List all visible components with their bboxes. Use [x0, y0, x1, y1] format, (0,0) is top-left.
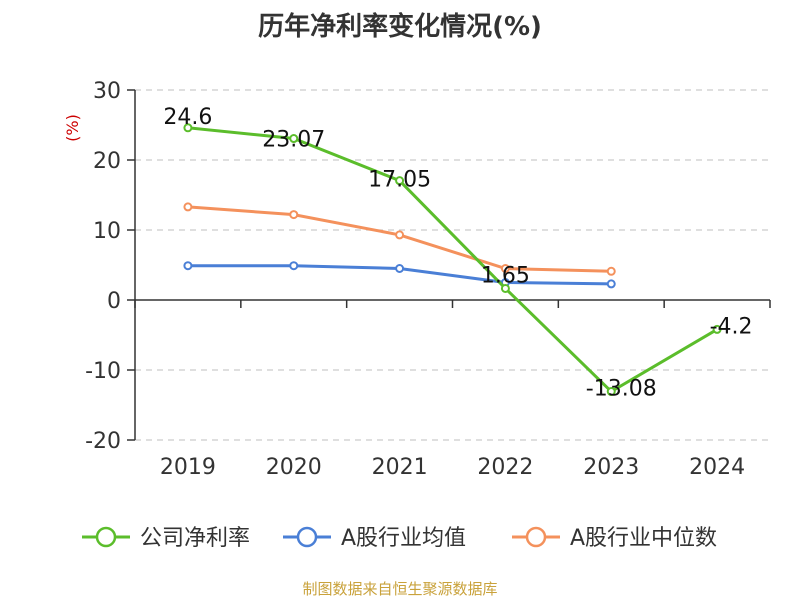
- data-point: [606, 279, 616, 289]
- axes: 30 20 10 0 -10 -20 (%) 2019 2020 2021 2022 2023 2024: [63, 79, 771, 480]
- y-tick-label: 0: [107, 289, 121, 314]
- chart-title: 历年净利率变化情况(%): [258, 12, 542, 42]
- series-line-0: [187, 126, 718, 394]
- y-tick-label: -20: [85, 429, 121, 454]
- data-point: [289, 261, 299, 271]
- legend-marker: [525, 526, 547, 548]
- data-point: [183, 261, 193, 271]
- legend-label: 公司净利率: [140, 526, 250, 551]
- data-point: [183, 123, 193, 133]
- data-point: [395, 264, 405, 273]
- data-point: [289, 210, 299, 220]
- x-tick-label: 2019: [160, 455, 216, 480]
- source-note: 制图数据来自恒生聚源数据库: [302, 580, 498, 598]
- data-point: [289, 134, 299, 144]
- data-label: 1.65: [481, 263, 530, 288]
- y-tick-label: -10: [85, 359, 121, 384]
- x-tick-label: 2021: [372, 455, 428, 480]
- legend-label: A股行业均值: [341, 526, 466, 551]
- data-label: -4.2: [710, 314, 753, 339]
- data-label: 17.05: [368, 168, 431, 193]
- legend-marker: [95, 526, 117, 548]
- legend-label: A股行业中位数: [570, 526, 717, 551]
- data-label: 23.07: [262, 128, 325, 153]
- y-tick-label: 30: [93, 79, 121, 104]
- data-labels: 24.6 23.07 17.05 1.65 -13.08 -4.2: [163, 105, 752, 402]
- data-point: [395, 230, 405, 240]
- x-tick-label: 2023: [583, 455, 639, 480]
- data-point: [500, 283, 510, 293]
- data-point: [183, 202, 193, 212]
- legend-marker: [296, 526, 318, 548]
- data-point: [606, 266, 616, 276]
- data-point: [500, 264, 510, 273]
- x-tick-label: 2022: [477, 455, 533, 480]
- data-label: -13.08: [586, 377, 657, 402]
- series-lines: [183, 123, 722, 397]
- data-point: [606, 387, 616, 397]
- grid-lines: [135, 89, 770, 441]
- x-tick-label: 2020: [266, 455, 322, 480]
- x-tick-label: 2024: [689, 455, 745, 480]
- data-label: 24.6: [163, 105, 212, 130]
- y-unit-label: (%): [63, 114, 82, 142]
- data-point: [712, 324, 722, 334]
- data-point: [395, 176, 405, 186]
- y-tick-label: 10: [93, 219, 121, 244]
- legend: 公司净利率 A股行业均值 A股行业中位数: [82, 526, 717, 551]
- y-tick-label: 20: [93, 149, 121, 174]
